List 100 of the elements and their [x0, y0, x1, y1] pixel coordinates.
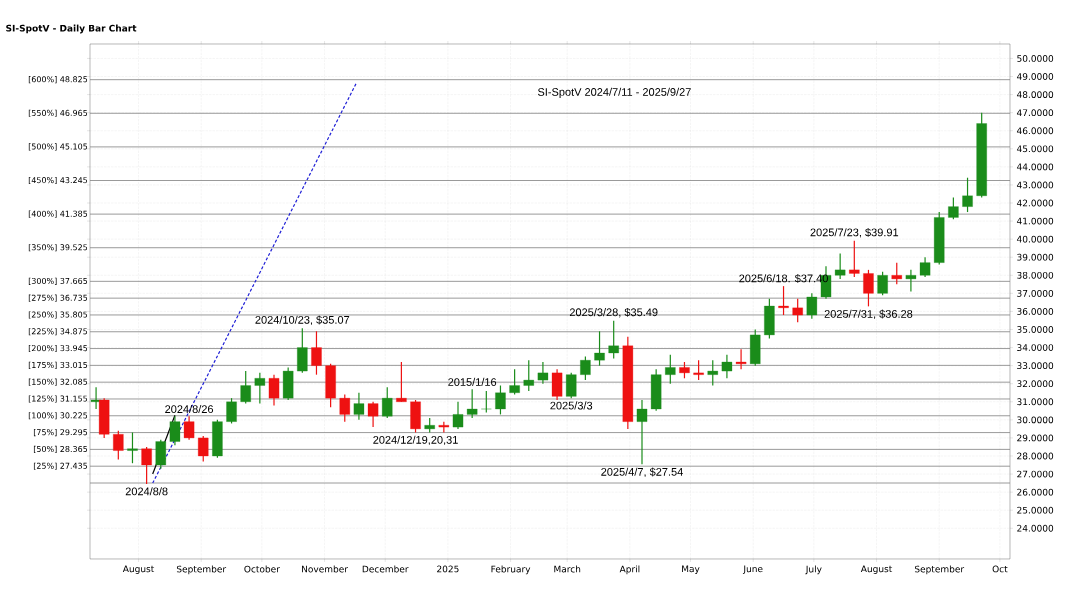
candlestick [566, 372, 577, 399]
ref-line-label: [150%] 32.085 [28, 378, 88, 386]
candlestick [396, 361, 407, 403]
candlestick [311, 330, 322, 376]
candlestick [594, 330, 605, 367]
candlestick [834, 253, 846, 280]
candlestick [962, 177, 973, 213]
annotation: 2024/8/26 [165, 404, 214, 414]
y-tick-label: 41.0000 [1016, 217, 1054, 225]
candlestick [792, 298, 803, 323]
candlestick [863, 269, 874, 307]
y-tick-label: 25.0000 [1017, 506, 1054, 514]
ref-line-label: [125%] 31.155 [28, 395, 88, 403]
y-tick-label: 44.0000 [1016, 163, 1054, 171]
annotation: 2024/12/19,20,31 [373, 435, 458, 446]
ref-line-label: [250%] 35.805 [28, 311, 88, 319]
y-tick-label: 34.0000 [1017, 344, 1054, 351]
x-tick-label: September [914, 565, 965, 575]
y-tick-label: 33.0000 [1017, 362, 1054, 370]
annotation: 2025/7/23, $39.91 [810, 228, 899, 238]
x-tick-label: August [860, 565, 893, 574]
ref-line-label: [200%] 33.945 [28, 345, 88, 353]
candlestick [226, 397, 237, 425]
candlestick [806, 292, 818, 320]
y-tick-label: 31.0000 [1017, 398, 1054, 406]
ref-line-label: [50%] 28.365 [33, 445, 88, 453]
y-tick-label: 27.0000 [1017, 470, 1054, 478]
candlestick [849, 240, 860, 278]
candlestick [551, 368, 563, 401]
x-tick-label: October [244, 565, 280, 573]
candlestick [198, 435, 209, 463]
candlestick [382, 386, 393, 419]
x-tick-label: May [682, 565, 700, 574]
annotation: 2025/7/31, $36.28 [824, 309, 913, 320]
y-tick-label: 42.0000 [1016, 199, 1054, 207]
y-tick-label: 45.0000 [1016, 145, 1054, 153]
ref-line-label: [225%] 34.875 [28, 328, 88, 336]
candlestick [537, 361, 549, 385]
y-tick-label: 26.0000 [1017, 488, 1054, 496]
chart-title: SI-SpotV - Daily Bar Chart [6, 24, 137, 34]
y-tick-label: 50.0000 [1017, 55, 1054, 62]
candlestick [353, 392, 365, 421]
ref-line-label: [400%] 41.385 [28, 210, 88, 218]
text: SI-SpotV 2024/7/11 - 2025/9/27 [537, 87, 691, 99]
x-tick-label: June [742, 565, 763, 574]
candlestick [877, 271, 888, 296]
candlestick [905, 269, 917, 293]
x-tick-label: August [122, 565, 155, 574]
candlestick [254, 372, 266, 405]
y-tick-label: 37.0000 [1017, 289, 1054, 297]
candlestick [367, 401, 379, 428]
candlestick [113, 430, 124, 461]
y-tick-label: 28.0000 [1017, 452, 1054, 460]
annotation: 2015/1/16 [448, 377, 497, 386]
candlestick [169, 415, 181, 446]
y-tick-label: 30.0000 [1017, 416, 1054, 424]
candlestick [495, 384, 506, 416]
candlestick [339, 393, 350, 423]
ref-line-label: [550%] 46.965 [28, 109, 88, 117]
x-tick-label: April [619, 565, 640, 575]
y-tick-label: 38.0000 [1017, 271, 1054, 279]
candlestick [693, 359, 704, 381]
ref-line-label: [100%] 30.225 [28, 412, 88, 420]
candlestick [608, 320, 619, 360]
candlestick [268, 374, 280, 406]
candlestick [297, 327, 308, 374]
x-tick-label: March [554, 565, 581, 573]
candlestick [891, 262, 902, 285]
candlestick [523, 359, 534, 392]
y-tick-label: 43.0000 [1016, 181, 1054, 189]
y-tick-label: 48.0000 [1016, 91, 1054, 98]
x-tick-label: February [491, 565, 531, 575]
candlestick [778, 285, 789, 316]
x-tick-label: Oct [992, 565, 1008, 573]
ref-line-label: [300%] 37.665 [28, 277, 88, 285]
y-tick-label: 32.0000 [1017, 380, 1054, 388]
candlestick [735, 348, 747, 370]
ref-line-label: [500%] 45.105 [28, 143, 88, 151]
candlestick [580, 356, 591, 381]
y-tick-label: 35.0000 [1017, 326, 1054, 333]
candlestick [183, 415, 195, 441]
candlestick [509, 368, 520, 396]
candlestick [665, 354, 676, 385]
ref-line-label: [275%] 36.735 [28, 294, 88, 302]
annotation: 2025/3/28, $35.49 [569, 307, 658, 318]
candlestick [721, 354, 733, 379]
candlestick [452, 401, 464, 430]
y-tick-label: 39.0000 [1017, 253, 1054, 261]
candlestick [707, 359, 718, 387]
y-tick-label: 40.0000 [1016, 235, 1054, 243]
x-tick-label: July [805, 565, 822, 575]
y-tick-label: 49.0000 [1016, 73, 1054, 80]
ref-line-label: [600%] 48.825 [28, 76, 88, 84]
y-tick-label: 46.0000 [1016, 127, 1054, 135]
candlestick [636, 399, 648, 465]
ref-line-label: [450%] 43.245 [28, 176, 88, 185]
candlestick [155, 439, 166, 470]
ref-line-label: [175%] 33.015 [28, 361, 88, 369]
y-tick-label: 29.0000 [1017, 434, 1054, 442]
candlestick [127, 431, 138, 464]
